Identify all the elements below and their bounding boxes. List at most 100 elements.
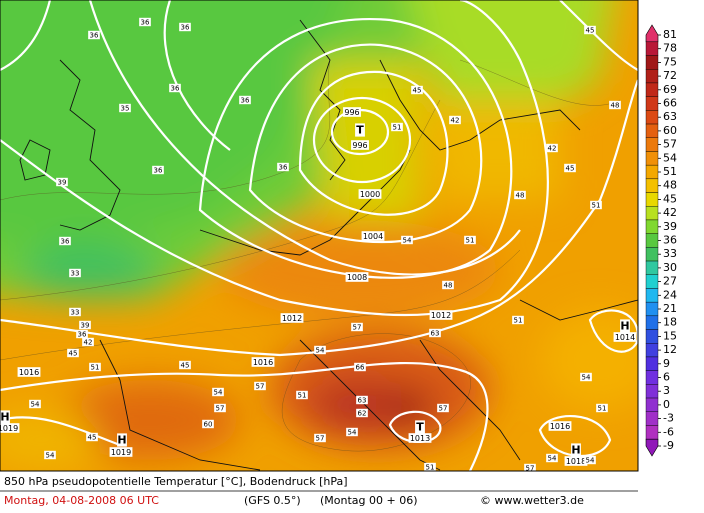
legend-label: 81	[663, 28, 677, 41]
legend-label: -6	[663, 425, 674, 438]
temp-label-bg	[69, 268, 81, 278]
temp-label: 48	[611, 102, 620, 110]
legend-cell	[645, 123, 659, 138]
temp-label-bg	[67, 348, 79, 358]
temp-label-bg	[391, 122, 403, 132]
legend-cell	[645, 370, 659, 385]
legend-label: 57	[663, 138, 677, 151]
legend-cell	[645, 82, 659, 97]
temp-label-bg	[169, 83, 181, 93]
pressure-center-bg	[355, 123, 365, 137]
temp-label-bg	[86, 432, 98, 442]
temp-label-bg	[449, 115, 461, 125]
temp-label: 51	[598, 405, 607, 413]
pressure-center: H	[117, 434, 126, 447]
temp-label-bg	[464, 235, 476, 245]
pressure-center-bg	[571, 443, 581, 457]
temp-label: 57	[256, 383, 265, 391]
legend-cell	[645, 329, 659, 344]
legend-cell	[645, 356, 659, 371]
temp-label-bg	[580, 372, 592, 382]
temp-label-bg	[354, 362, 366, 372]
legend-cell	[645, 384, 659, 399]
isobar-label-bg	[564, 456, 588, 466]
temp-label-bg	[277, 162, 289, 172]
isobar-label-bg	[351, 140, 369, 150]
temp-label-bg	[584, 455, 596, 465]
isobar-label-bg	[343, 107, 361, 117]
temp-label-bg	[609, 100, 621, 110]
legend-label: 75	[663, 55, 677, 68]
temp-label: 36	[171, 85, 180, 93]
temp-label: 36	[61, 238, 70, 246]
legend-cell	[645, 343, 659, 358]
map-frame	[0, 0, 639, 472]
legend-label: 63	[663, 110, 677, 123]
footer-run: (Montag 00 + 06)	[320, 494, 418, 507]
temp-label: 42	[548, 145, 557, 153]
legend-cell	[645, 151, 659, 166]
temp-label: 33	[71, 270, 80, 278]
legend-label: 45	[663, 192, 677, 205]
temp-label: 57	[526, 465, 535, 473]
legend-label: 21	[663, 302, 677, 315]
pressure-center-bg	[415, 420, 425, 434]
legend-cell	[645, 438, 659, 457]
legend-cell	[645, 425, 659, 440]
temp-label-bg	[442, 280, 454, 290]
temp-label-bg	[512, 315, 524, 325]
isobar-label-bg	[109, 447, 133, 457]
legend-label: 42	[663, 206, 677, 219]
legend-cell	[645, 411, 659, 426]
temp-label: 57	[439, 405, 448, 413]
legend-label: 27	[663, 275, 677, 288]
temp-label: 45	[413, 87, 422, 95]
temp-label-bg	[139, 17, 151, 27]
temp-label-bg	[524, 463, 536, 471]
temp-label-bg	[296, 390, 308, 400]
temp-label: 36	[90, 32, 99, 40]
temp-label-bg	[356, 395, 368, 405]
isobar-label: 1012	[282, 314, 302, 323]
temp-label-bg	[88, 30, 100, 40]
temp-label-bg	[437, 403, 449, 413]
temp-label-bg	[212, 387, 224, 397]
isobar-label-bg	[613, 332, 637, 342]
legend-label: 39	[663, 220, 677, 233]
isobar-label: 1008	[347, 273, 367, 282]
legend-label: 48	[663, 179, 677, 192]
legend-label: 12	[663, 343, 677, 356]
temp-label-bg	[214, 403, 226, 413]
temp-label: 45	[88, 434, 97, 442]
legend-label: 18	[663, 316, 677, 329]
temp-label: 63	[431, 330, 440, 338]
legend-cell	[645, 69, 659, 84]
temp-label-bg	[152, 165, 164, 175]
temp-label: 54	[586, 457, 595, 465]
legend-cell	[645, 41, 659, 56]
isobar-label: 996	[352, 141, 367, 150]
temp-label: 51	[426, 464, 435, 472]
temp-label: 48	[516, 192, 525, 200]
temp-label: 48	[444, 282, 453, 290]
temp-label-bg	[119, 103, 131, 113]
temp-label-bg	[254, 381, 266, 391]
temp-label: 54	[548, 455, 557, 463]
temp-label: 51	[91, 364, 100, 372]
legend-label: 72	[663, 69, 677, 82]
temp-label: 39	[58, 179, 67, 187]
isobar-label-bg	[429, 310, 453, 320]
temp-label-bg	[314, 433, 326, 443]
isobar-label: 1004	[363, 232, 383, 241]
temp-label: 45	[586, 27, 595, 35]
temp-label-bg	[79, 320, 91, 330]
legend-label: 24	[663, 288, 677, 301]
isobar-label: 1019	[0, 424, 18, 433]
legend-cell	[645, 260, 659, 275]
isobar-label-bg	[345, 272, 369, 282]
legend-cell	[645, 110, 659, 125]
legend-label: 60	[663, 124, 677, 137]
map-labels: 996 996 1000 1004 1008 1012 1012 1016 1016 1019 10…	[0, 17, 637, 473]
map-field: 996 996 1000 1004 1008 1012 1012 1016 1016 1019 10…	[0, 0, 638, 473]
temp-label-bg	[429, 328, 441, 338]
